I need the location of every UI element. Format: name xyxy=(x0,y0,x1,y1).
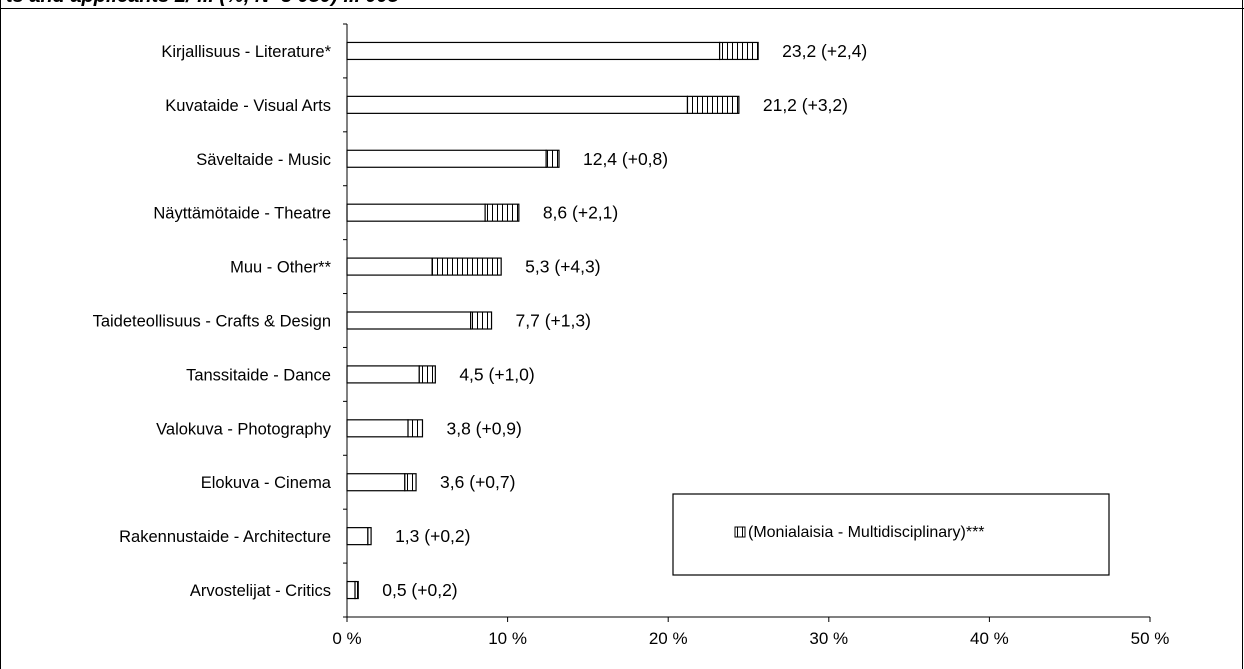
axes: ts and applicants 2/ ... (%, N=3 080) ..… xyxy=(6,0,1169,648)
bars xyxy=(346,41,759,600)
bar-multidisciplinary xyxy=(484,203,520,222)
category-label: Elokuva - Cinema xyxy=(201,474,332,492)
bar-base xyxy=(346,419,409,438)
data-label: 1,3 (+0,2) xyxy=(395,526,470,546)
data-label: 0,5 (+0,2) xyxy=(382,580,457,600)
category-label: Kuvataide - Visual Arts xyxy=(165,97,331,115)
chart-title: ts and applicants 2/ ... (%, N=3 080) ..… xyxy=(6,0,400,7)
bar-multidisciplinary xyxy=(407,419,424,438)
bar-base xyxy=(346,257,433,276)
bar-base xyxy=(346,365,420,384)
bar-multidisciplinary xyxy=(404,473,417,492)
labels: Kirjallisuus - Literature* 23,2 (+2,4) Kuv… xyxy=(93,41,868,600)
legend-label: (Monialaisia - Multidisciplinary)*** xyxy=(748,524,985,541)
title-rule xyxy=(1,8,1244,9)
category-label: Näyttämötaide - Theatre xyxy=(153,205,331,223)
data-label: 21,2 (+3,2) xyxy=(763,95,848,115)
category-label: Rakennustaide - Architecture xyxy=(119,528,331,546)
category-label: Kirjallisuus - Literature* xyxy=(161,43,331,61)
bar-base xyxy=(346,149,547,168)
x-tick-label: 10 % xyxy=(488,629,527,648)
data-label: 3,8 (+0,9) xyxy=(446,418,521,438)
bar-base xyxy=(346,203,486,222)
bar-multidisciplinary xyxy=(545,149,560,168)
x-tick-label: 30 % xyxy=(809,629,848,648)
bar-base xyxy=(346,95,689,114)
data-label: 5,3 (+4,3) xyxy=(525,257,600,277)
x-tick-label: 50 % xyxy=(1131,629,1170,648)
bar-multidisciplinary xyxy=(418,365,436,384)
x-tick-label: 40 % xyxy=(970,629,1009,648)
bar-base xyxy=(346,41,721,61)
bar-multidisciplinary xyxy=(686,95,740,114)
legend-swatch xyxy=(734,526,746,538)
category-label: Muu - Other** xyxy=(230,259,331,277)
bar-multidisciplinary xyxy=(431,257,502,276)
bar-multidisciplinary xyxy=(470,311,493,330)
bar-base xyxy=(346,527,369,546)
data-label: 3,6 (+0,7) xyxy=(440,472,515,492)
category-label: Valokuva - Photography xyxy=(156,420,332,438)
bar-base xyxy=(346,473,406,492)
bar-multidisciplinary xyxy=(718,41,759,61)
bar-base xyxy=(346,580,356,600)
legend-box xyxy=(672,493,1110,576)
bar-multidisciplinary xyxy=(367,527,372,546)
x-tick-label: 0 % xyxy=(332,629,361,648)
data-label: 12,4 (+0,8) xyxy=(583,149,668,169)
category-label: Arvostelijat - Critics xyxy=(190,582,331,600)
bar-base xyxy=(346,311,472,330)
legend: (Monialaisia - Multidisciplinary)*** xyxy=(672,493,1110,576)
data-label: 4,5 (+1,0) xyxy=(459,364,534,384)
bar-multidisciplinary xyxy=(354,580,359,600)
category-label: Säveltaide - Music xyxy=(196,151,331,169)
data-label: 8,6 (+2,1) xyxy=(543,203,618,223)
category-label: Tanssitaide - Dance xyxy=(186,366,331,384)
x-tick-label: 20 % xyxy=(649,629,688,648)
category-label: Taideteollisuus - Crafts & Design xyxy=(93,313,331,331)
data-label: 23,2 (+2,4) xyxy=(782,41,867,61)
data-label: 7,7 (+1,3) xyxy=(516,311,591,331)
